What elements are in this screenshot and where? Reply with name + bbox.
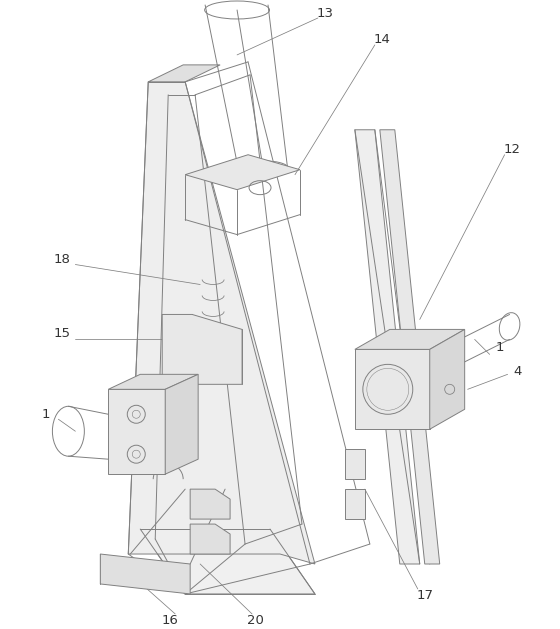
Polygon shape: [100, 554, 190, 594]
Polygon shape: [430, 330, 465, 429]
Text: 1: 1: [496, 341, 504, 354]
Text: 12: 12: [503, 143, 520, 156]
Polygon shape: [190, 524, 230, 554]
Polygon shape: [345, 489, 365, 519]
Polygon shape: [380, 130, 440, 564]
Polygon shape: [355, 130, 420, 564]
Polygon shape: [148, 65, 220, 82]
Polygon shape: [108, 374, 198, 389]
Text: 15: 15: [54, 327, 71, 340]
Text: 17: 17: [416, 589, 433, 603]
Text: 16: 16: [162, 615, 179, 627]
Polygon shape: [140, 529, 315, 594]
Polygon shape: [108, 389, 165, 474]
Polygon shape: [128, 82, 315, 564]
Text: 4: 4: [514, 365, 522, 378]
Polygon shape: [345, 449, 365, 479]
Text: 1: 1: [41, 408, 50, 421]
Polygon shape: [190, 489, 230, 519]
Polygon shape: [355, 330, 465, 349]
Polygon shape: [185, 155, 300, 190]
Polygon shape: [165, 374, 198, 474]
Text: 20: 20: [246, 615, 264, 627]
Text: 13: 13: [316, 8, 333, 21]
Text: 18: 18: [54, 253, 71, 266]
Polygon shape: [355, 349, 430, 429]
Polygon shape: [162, 314, 242, 384]
Text: 14: 14: [374, 33, 390, 47]
